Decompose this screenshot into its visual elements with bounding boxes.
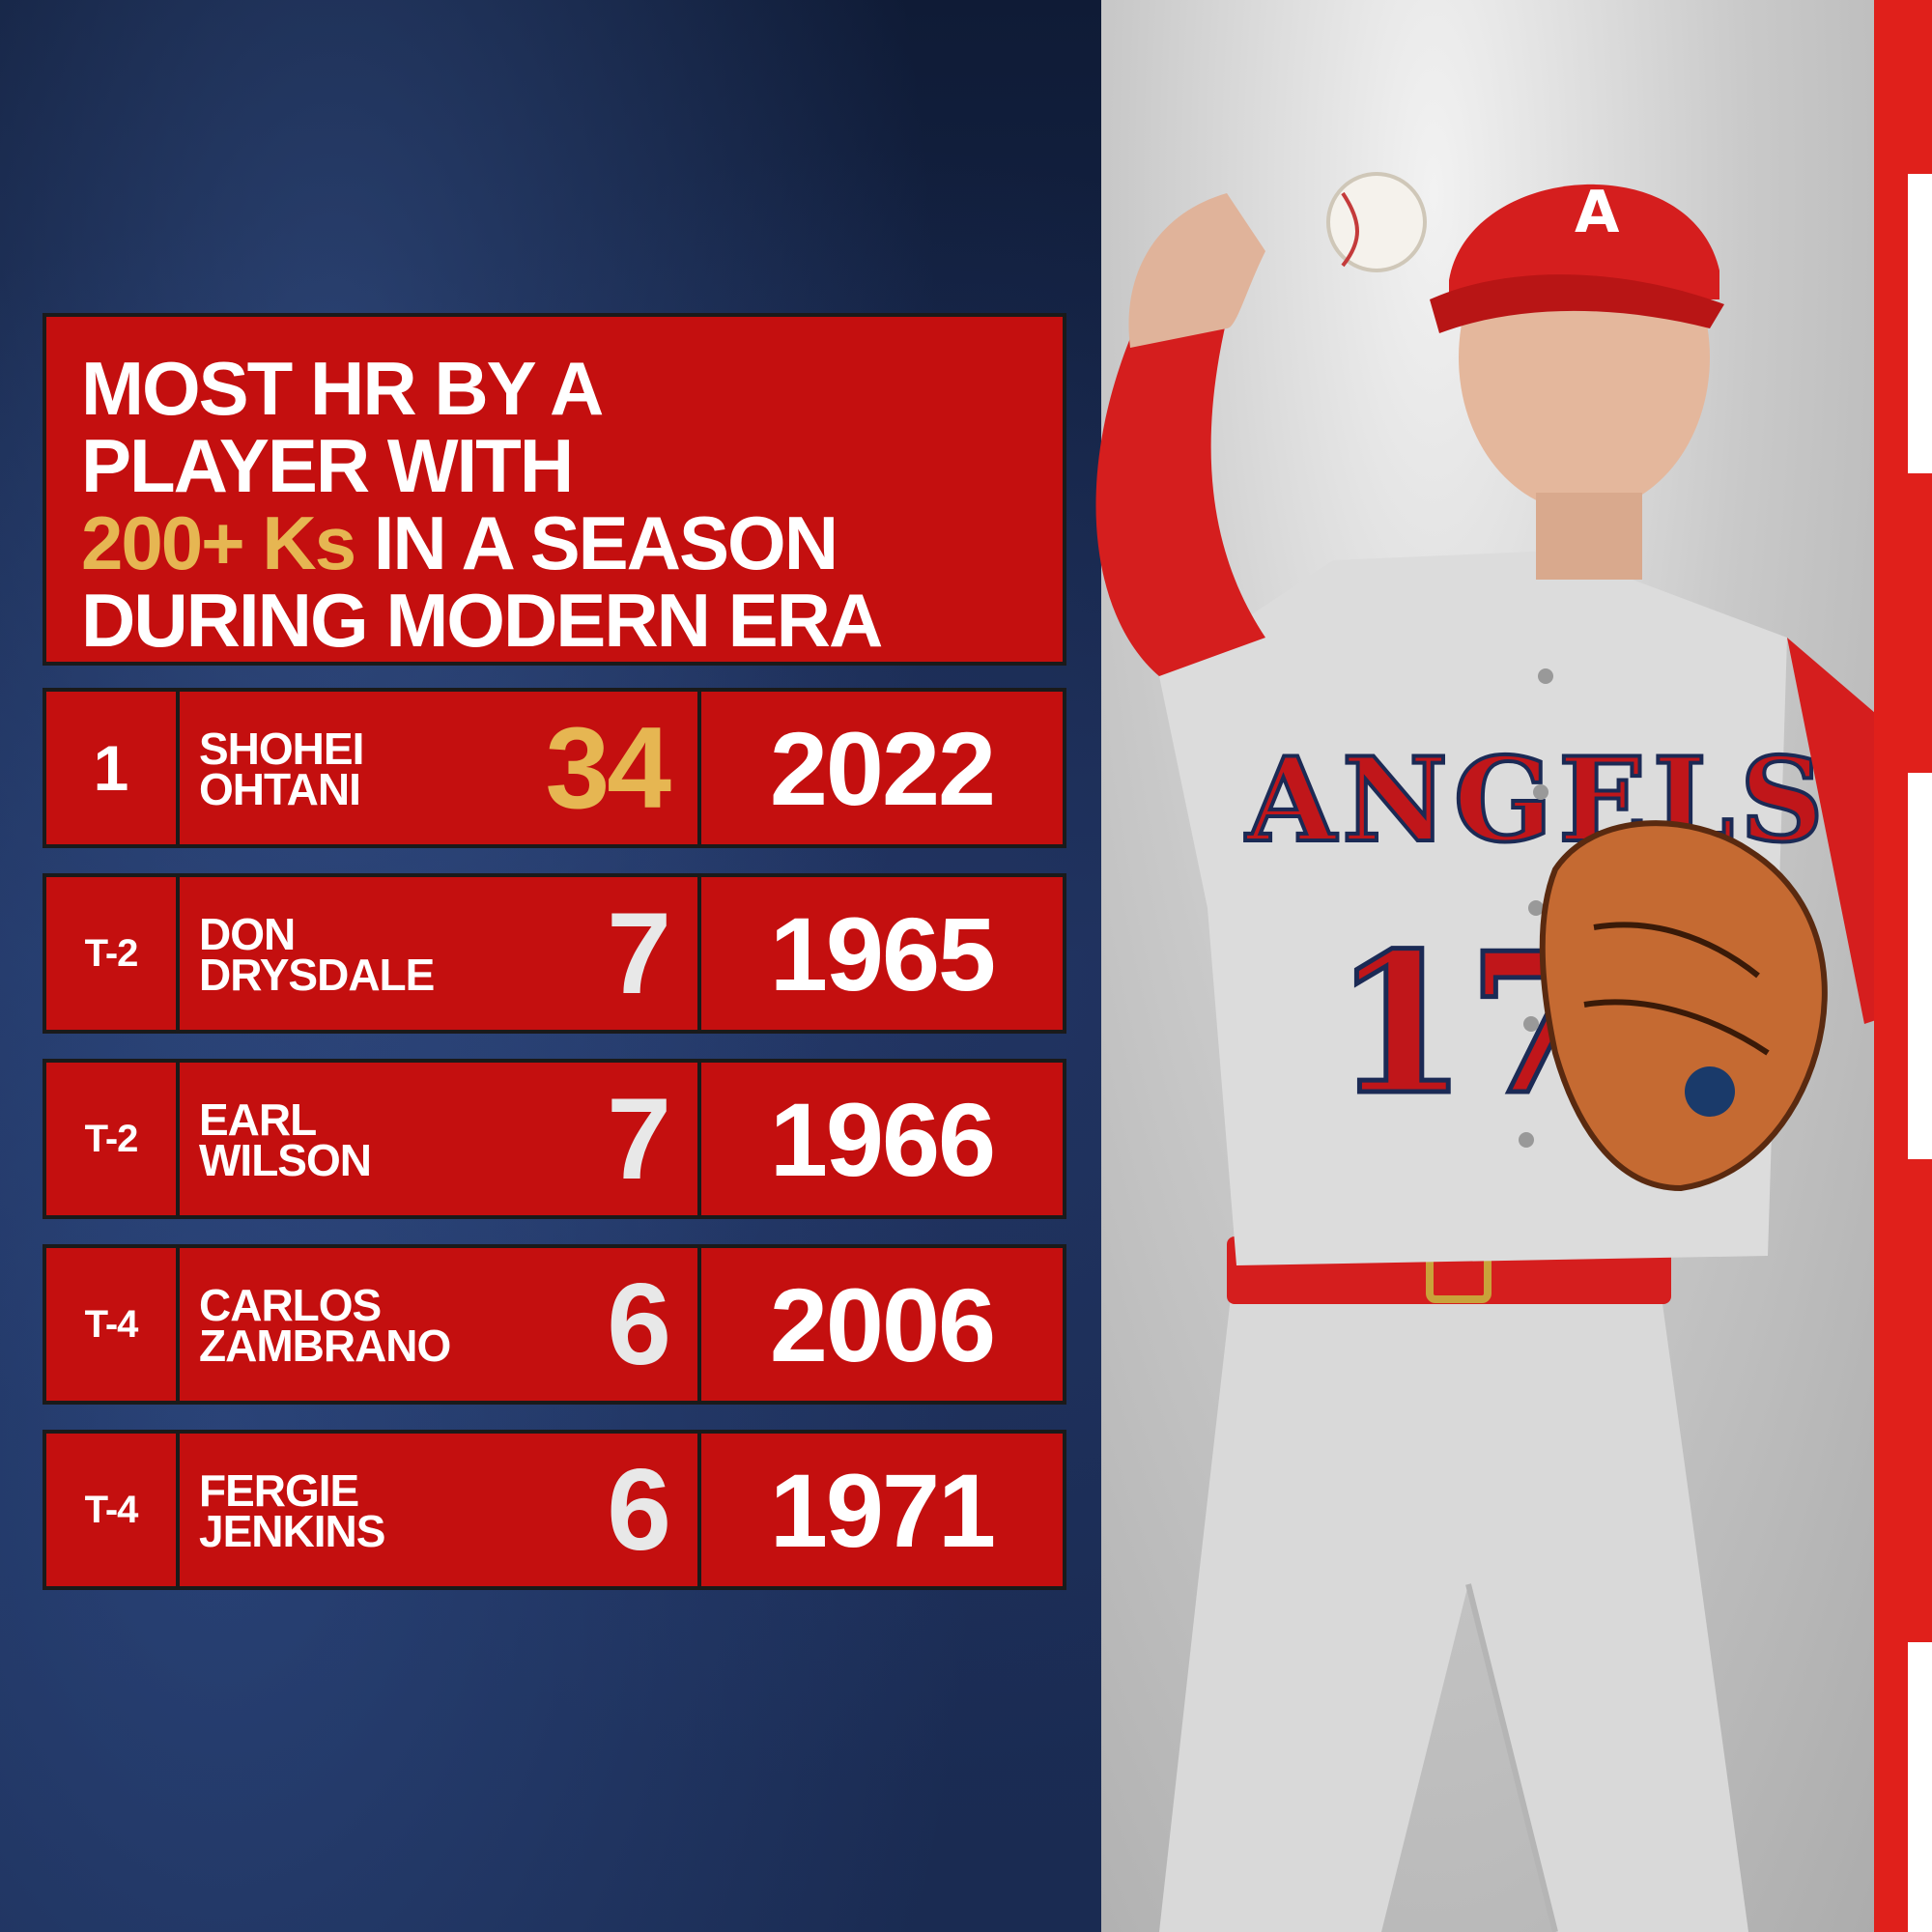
rank-text: T-4 — [84, 1302, 139, 1346]
player-first-name: EARL — [199, 1094, 317, 1145]
player-name: EARL WILSON — [199, 1094, 547, 1185]
year-text: 1966 — [769, 1080, 996, 1198]
title-box: MOST HR BY A PLAYER WITH 200+ Ks IN A SE… — [43, 313, 1066, 666]
rank-text: T-4 — [84, 1488, 139, 1531]
hr-value: 7 — [607, 889, 671, 1018]
title-line-2: PLAYER WITH — [81, 423, 574, 508]
player-first-name: FERGIE — [199, 1465, 359, 1516]
table-row: T-2 DON DRYSDALE 7 1965 — [43, 873, 1066, 1034]
player-cell: CARLOS ZAMBRANO 6 — [176, 1244, 701, 1405]
rank-cell: T-2 — [43, 873, 180, 1034]
stripe-notch — [1908, 1642, 1932, 1932]
year-cell: 2006 — [697, 1244, 1066, 1405]
player-last-name: JENKINS — [199, 1506, 385, 1556]
player-name: CARLOS ZAMBRANO — [199, 1280, 547, 1371]
year-cell: 2022 — [697, 688, 1066, 848]
year-text: 2006 — [769, 1265, 996, 1383]
title-highlight: 200+ Ks — [81, 500, 356, 585]
table-row: 1 SHOHEI OHTANI 34 2022 — [43, 688, 1066, 848]
rank-text: T-2 — [84, 1117, 139, 1160]
rank-cell: T-4 — [43, 1244, 180, 1405]
player-name: SHOHEI OHTANI — [199, 724, 547, 814]
player-first-name: DON — [199, 909, 296, 959]
rank-text: 1 — [93, 732, 129, 804]
player-cell: FERGIE JENKINS 6 — [176, 1430, 701, 1590]
title-line-3: 200+ Ks IN A SEASON — [81, 504, 1063, 582]
player-name: DON DRYSDALE — [199, 909, 547, 1000]
table-row: T-2 EARL WILSON 7 1966 — [43, 1059, 1066, 1219]
year-text: 1971 — [769, 1451, 996, 1569]
stripe-notch — [1908, 174, 1932, 473]
stripe-notch — [1908, 773, 1932, 1159]
year-cell: 1966 — [697, 1059, 1066, 1219]
svg-text:A: A — [1575, 179, 1620, 246]
title-line-3-rest: IN A SEASON — [355, 500, 838, 585]
player-cell: EARL WILSON 7 — [176, 1059, 701, 1219]
player-first-name: SHOHEI — [199, 724, 364, 774]
player-cell: SHOHEI OHTANI 34 — [176, 688, 701, 848]
table-row: T-4 FERGIE JENKINS 6 1971 — [43, 1430, 1066, 1590]
player-last-name: ZAMBRANO — [199, 1321, 451, 1371]
player-last-name: WILSON — [199, 1135, 372, 1185]
rank-cell: T-4 — [43, 1430, 180, 1590]
player-last-name: DRYSDALE — [199, 950, 435, 1000]
hr-value: 7 — [607, 1074, 671, 1204]
year-text: 1965 — [769, 895, 996, 1012]
title-line-4: DURING MODERN ERA — [81, 578, 883, 663]
year-cell: 1965 — [697, 873, 1066, 1034]
player-cell: DON DRYSDALE 7 — [176, 873, 701, 1034]
hr-value: 34 — [545, 703, 671, 833]
hr-value: 6 — [607, 1260, 671, 1389]
rank-text: T-2 — [84, 931, 139, 975]
player-pitching-image: A ANGELS 17 — [1095, 172, 1922, 1932]
rank-cell: T-2 — [43, 1059, 180, 1219]
rank-cell: 1 — [43, 688, 180, 848]
hr-value: 6 — [607, 1445, 671, 1575]
title-line-1: MOST HR BY A — [81, 346, 604, 431]
player-last-name: OHTANI — [199, 764, 361, 814]
year-text: 2022 — [769, 709, 996, 827]
table-row: T-4 CARLOS ZAMBRANO 6 2006 — [43, 1244, 1066, 1405]
player-name: FERGIE JENKINS — [199, 1465, 547, 1556]
year-cell: 1971 — [697, 1430, 1066, 1590]
player-first-name: CARLOS — [199, 1280, 382, 1330]
